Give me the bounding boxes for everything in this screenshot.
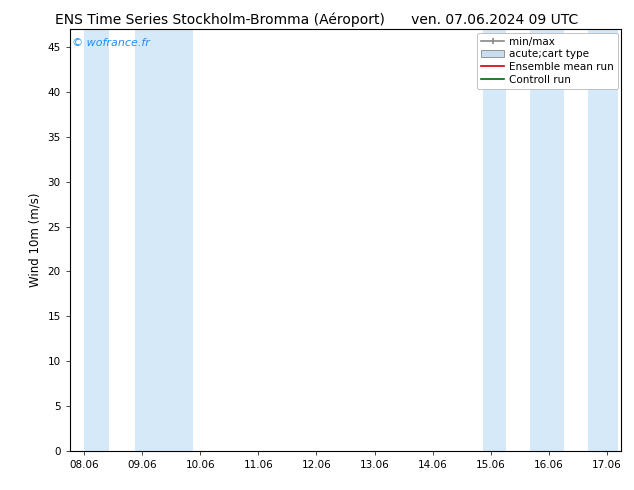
Bar [588, 29, 618, 451]
Bar [135, 29, 193, 451]
Bar [483, 29, 507, 451]
Bar [84, 29, 108, 451]
Bar [529, 29, 564, 451]
Text: ENS Time Series Stockholm-Bromma (Aéroport)      ven. 07.06.2024 09 UTC: ENS Time Series Stockholm-Bromma (Aéropo… [55, 12, 579, 27]
Legend: min/max, acute;cart type, Ensemble mean run, Controll run: min/max, acute;cart type, Ensemble mean … [477, 32, 618, 89]
Y-axis label: Wind 10m (m/s): Wind 10m (m/s) [29, 193, 42, 287]
Text: © wofrance.fr: © wofrance.fr [72, 38, 150, 48]
